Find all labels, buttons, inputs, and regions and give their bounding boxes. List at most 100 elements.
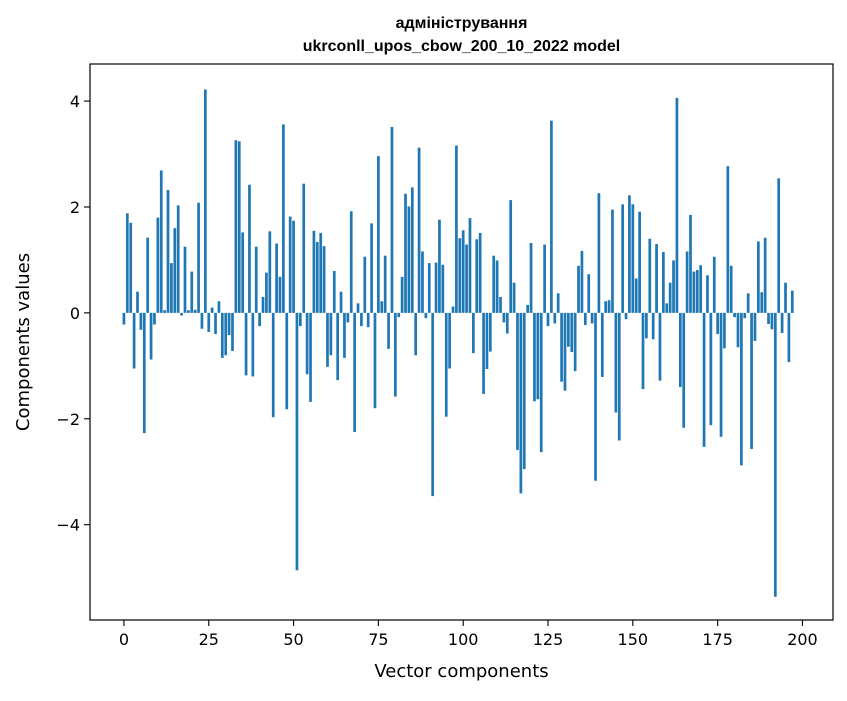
bar-37 [248,184,251,313]
bar-72 [366,312,370,328]
bar-161 [668,282,672,313]
bar-11 [159,170,163,313]
x-tick-label: 175 [702,630,733,649]
bar-152 [638,211,641,313]
bar-120 [529,242,533,313]
bar-50 [292,220,295,313]
bar-25 [207,312,211,332]
bar-196 [787,312,791,363]
bar-6 [142,312,146,434]
bar-57 [315,241,319,313]
bar-143 [607,300,611,313]
bar-139 [594,312,597,481]
bar-190 [767,312,770,324]
bar-149 [628,195,631,313]
bar-172 [706,275,709,313]
bar-118 [522,312,526,470]
x-tick-label: 150 [618,630,649,649]
bar-77 [383,255,387,313]
bar-87 [417,147,421,313]
bar-178 [726,166,730,313]
bar-5 [139,312,143,330]
bar-8 [149,312,153,360]
bar-93 [438,219,441,313]
bar-66 [346,312,350,323]
bar-184 [746,293,750,313]
bar-128 [556,293,560,313]
bar-126 [550,120,553,313]
bar-167 [689,214,692,313]
bar-109 [492,255,496,313]
bar-30 [224,312,228,356]
bar-102 [468,218,472,313]
bar-95 [444,312,448,417]
bar-17 [180,312,183,316]
bar-173 [709,312,713,426]
bar-54 [305,312,309,375]
bar-110 [495,260,499,313]
bar-68 [353,312,356,433]
bar-74 [373,312,377,409]
y-axis-ticks: −4 −2 0 2 4 [56,92,90,535]
bar-169 [695,269,699,313]
bar-27 [214,312,217,335]
bar-47 [282,124,285,313]
bar-103 [472,312,475,354]
bar-69 [356,303,360,313]
bar-94 [441,264,445,313]
bar-40 [258,312,261,327]
bar-121 [533,312,536,402]
bar-192 [773,312,777,597]
bar-83 [404,193,407,313]
x-tick-label: 50 [283,630,303,649]
bar-9 [153,312,156,325]
bar-159 [662,251,665,313]
bar-141 [600,312,604,377]
bar-18 [183,246,187,313]
bar-185 [750,312,753,449]
bar-134 [577,265,580,313]
bar-162 [672,260,675,313]
bar-55 [309,312,312,402]
bar-170 [699,265,703,313]
bar-45 [275,243,278,313]
bar-15 [173,228,177,313]
x-axis-label: Vector components [374,661,548,682]
bar-133 [573,312,577,372]
bar-195 [784,282,787,313]
bar-31 [227,312,231,336]
bar-132 [570,312,574,353]
bar-59 [322,246,326,313]
bar-67 [349,211,353,313]
bar-148 [624,312,628,320]
bar-96 [448,312,451,369]
bar-20 [190,271,194,313]
bar-163 [675,97,679,313]
bar-142 [604,301,608,313]
bar-53 [302,183,306,313]
bar-124 [543,244,546,313]
bar-98 [455,145,458,313]
bar-100 [461,230,465,313]
bar-155 [648,238,652,313]
bar-43 [268,231,272,313]
bar-193 [777,178,781,313]
bar-49 [288,216,292,313]
bar-90 [427,263,431,313]
bar-84 [407,206,411,313]
bar-106 [482,312,485,394]
bar-180 [733,312,736,318]
bar-4 [136,291,139,313]
bar-186 [753,312,757,341]
bar-182 [740,312,743,466]
bar-136 [583,312,587,326]
bar-36 [244,312,248,376]
bar-41 [261,296,265,313]
y-tick-label: −4 [56,516,80,535]
bar-125 [546,312,550,327]
bar-187 [757,241,760,313]
bar-137 [587,274,591,313]
bar-157 [655,244,658,313]
bar-23 [200,312,204,329]
